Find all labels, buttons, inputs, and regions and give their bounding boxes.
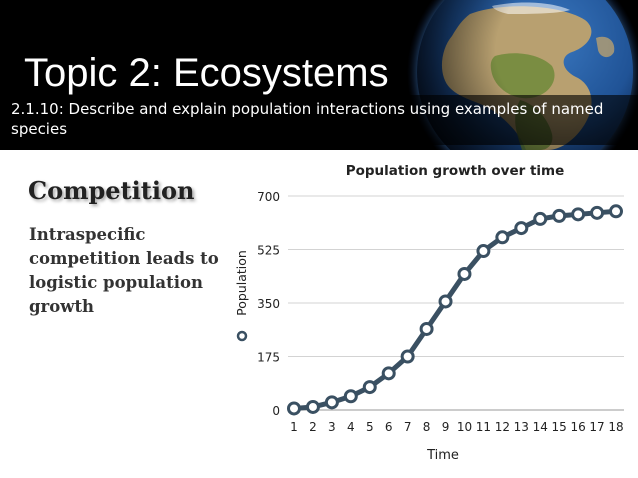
x-tick-label: 14 xyxy=(533,420,548,434)
y-tick-label: 525 xyxy=(257,244,280,258)
data-point xyxy=(381,366,396,381)
legend-marker xyxy=(236,330,248,342)
data-point xyxy=(419,321,434,336)
x-tick-label: 17 xyxy=(589,420,604,434)
x-tick-label: 8 xyxy=(423,420,431,434)
data-point xyxy=(590,205,605,220)
y-tick-label: 0 xyxy=(272,404,280,418)
subtitle-band xyxy=(0,95,638,145)
x-axis-label: Time xyxy=(426,448,459,463)
section-heading: Competition xyxy=(28,176,195,205)
slide-subtitle: 2.1.10: Describe and explain population … xyxy=(11,100,604,138)
x-tick-label: 13 xyxy=(514,420,529,434)
slide-title: Topic 2: Ecosystems xyxy=(24,51,389,95)
x-tick-label: 15 xyxy=(552,420,567,434)
x-tick-label: 3 xyxy=(328,420,336,434)
x-tick-label: 12 xyxy=(495,420,510,434)
x-tick-label: 4 xyxy=(347,420,355,434)
y-axis-label: Population xyxy=(234,250,249,316)
body-text: Intraspecific competition leads to logis… xyxy=(29,225,219,316)
x-tick-label: 1 xyxy=(290,420,298,434)
data-point xyxy=(362,380,377,395)
data-point xyxy=(305,399,320,414)
data-point xyxy=(552,208,567,223)
data-point xyxy=(457,266,472,281)
y-tick-label: 175 xyxy=(257,351,280,365)
x-tick-label: 16 xyxy=(570,420,585,434)
x-tick-label: 11 xyxy=(476,420,491,434)
data-point xyxy=(287,401,301,416)
header-banner: Topic 2: Ecosystems 2.1.10: Describe and… xyxy=(0,0,638,150)
data-point xyxy=(514,221,529,236)
data-point xyxy=(609,204,623,219)
y-tick-label: 350 xyxy=(257,297,280,311)
data-point xyxy=(343,389,358,404)
x-tick-label: 10 xyxy=(457,420,472,434)
x-tick-label: 5 xyxy=(366,420,374,434)
x-tick-label: 2 xyxy=(309,420,317,434)
x-tick-label: 7 xyxy=(404,420,412,434)
chart-title: Population growth over time xyxy=(346,163,565,179)
y-tick-label: 700 xyxy=(257,190,280,204)
data-point xyxy=(533,211,548,226)
data-point xyxy=(571,207,586,222)
data-point xyxy=(476,244,491,259)
data-point xyxy=(495,230,510,245)
data-point xyxy=(438,294,453,309)
x-tick-label: 9 xyxy=(442,420,450,434)
data-point xyxy=(324,395,339,410)
series-line xyxy=(291,208,619,411)
data-point xyxy=(400,349,415,364)
x-tick-label: 6 xyxy=(385,420,393,434)
x-tick-label: 18 xyxy=(608,420,623,434)
